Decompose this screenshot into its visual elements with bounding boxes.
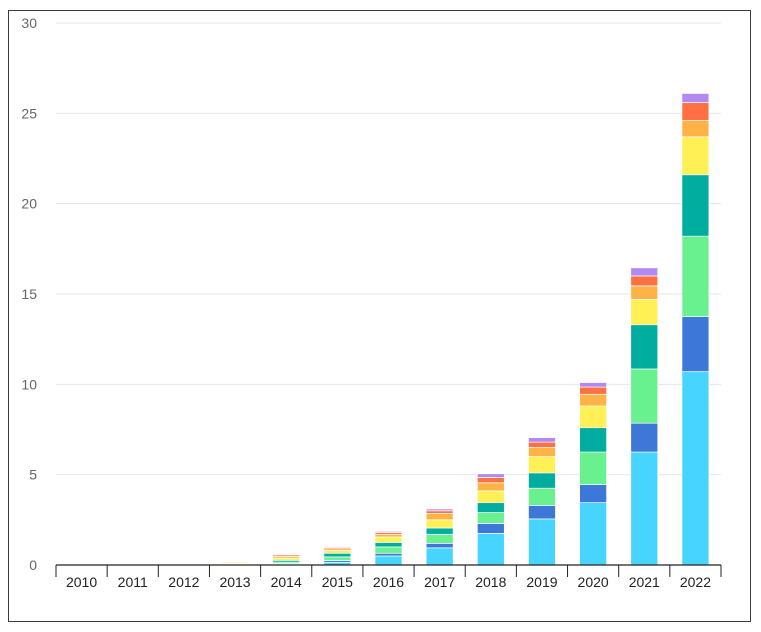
bar-segment	[374, 531, 403, 533]
x-tick-label: 2012	[168, 574, 199, 590]
bar-segment	[579, 451, 607, 485]
x-tick-label: 2018	[475, 574, 506, 590]
bar-segment	[323, 556, 352, 561]
bar-segment	[221, 559, 249, 562]
bar-segment	[425, 519, 454, 529]
bar-segment	[681, 136, 710, 176]
bar-segment	[630, 285, 659, 300]
bar-segment	[681, 316, 710, 373]
bar-segment	[681, 371, 710, 566]
x-tick-label: 2016	[373, 574, 404, 590]
bar-segment	[476, 533, 505, 566]
x-tick-label: 2022	[680, 574, 711, 590]
bar-segment	[579, 484, 607, 504]
x-tick-label: 2011	[118, 574, 148, 590]
bar-segment	[425, 508, 454, 512]
bar-segment	[630, 267, 659, 277]
bar-stack	[476, 473, 505, 566]
bar-segment	[528, 518, 556, 566]
bar-segment	[579, 393, 607, 407]
bar-segment	[272, 553, 301, 556]
bar-segment	[425, 542, 454, 549]
bar-segment	[579, 382, 607, 388]
bar-segment	[528, 437, 556, 443]
y-axis-tick-labels: 0 5 10 15 20 25 30	[21, 15, 37, 573]
bar-segment	[630, 275, 659, 287]
bar-segment	[374, 533, 403, 538]
y-tick-label: 15	[21, 286, 37, 302]
y-tick-label: 10	[21, 376, 37, 392]
x-tick-label: 2014	[271, 574, 302, 590]
bar-segment	[630, 422, 659, 453]
bar-segment	[476, 512, 505, 524]
bar-segment	[681, 235, 710, 317]
bar-stack	[221, 559, 249, 566]
bar-segment	[425, 533, 454, 544]
bar-segment	[323, 546, 352, 548]
y-tick-label: 25	[21, 105, 37, 121]
bar-segment	[528, 505, 556, 520]
bar-segment	[681, 93, 710, 103]
bars	[221, 93, 710, 566]
x-tick-label: 2017	[424, 574, 455, 590]
bar-segment	[425, 513, 454, 521]
bar-segment	[374, 536, 403, 543]
bar-segment	[476, 490, 505, 504]
x-tick-label: 2021	[629, 574, 660, 590]
bar-segment	[374, 546, 403, 554]
x-tick-label: 2015	[322, 574, 353, 590]
bar-stack	[681, 93, 710, 566]
x-tick-label: 2010	[66, 574, 97, 590]
bar-segment	[528, 472, 556, 489]
bar-segment	[425, 510, 454, 514]
bar-segment	[323, 550, 352, 554]
gridlines	[56, 22, 721, 476]
bar-stack	[425, 508, 454, 566]
bar-segment	[681, 102, 710, 121]
bar-segment	[476, 473, 505, 478]
bar-segment	[630, 324, 659, 370]
bar-segment	[476, 523, 505, 534]
bar-segment	[528, 456, 556, 474]
bar-stack	[579, 382, 607, 566]
bar-segment	[528, 447, 556, 457]
bar-segment	[630, 451, 659, 566]
chart-frame: 0 5 10 15 20 25 30 2010 2011 2012 2013 2014 2015 201…	[8, 10, 751, 622]
bar-segment	[630, 299, 659, 326]
bar-segment	[476, 477, 505, 484]
bar-segment	[630, 368, 659, 424]
bar-segment	[374, 542, 403, 548]
bar-stack	[323, 546, 352, 566]
y-tick-label: 5	[29, 467, 37, 483]
x-tick-label: 2013	[219, 574, 250, 590]
y-tick-label: 0	[29, 557, 37, 573]
bar-segment	[528, 441, 556, 448]
bar-segment	[425, 547, 454, 566]
bar-segment	[579, 502, 607, 566]
bar-stack	[630, 267, 659, 566]
bar-segment	[681, 174, 710, 237]
y-tick-label: 30	[21, 15, 37, 31]
bar-segment	[528, 487, 556, 506]
bar-segment	[374, 555, 403, 566]
bar-stack	[374, 531, 403, 566]
bar-segment	[579, 427, 607, 453]
x-tick-label: 2019	[526, 574, 557, 590]
bar-segment	[425, 527, 454, 535]
bar-segment	[323, 552, 352, 558]
bar-segment	[681, 120, 710, 138]
bar-segment	[579, 405, 607, 429]
x-tick-label: 2020	[578, 574, 609, 590]
x-axis: 2010 2011 2012 2013 2014 2015 2016 2017 2018 2019…	[55, 564, 722, 590]
bar-segment	[476, 482, 505, 492]
bar-stack	[272, 553, 301, 566]
bar-stack	[528, 437, 556, 566]
bar-segment	[374, 552, 403, 557]
bar-segment	[476, 502, 505, 513]
y-tick-label: 20	[21, 196, 37, 212]
bar-segment	[579, 386, 607, 395]
